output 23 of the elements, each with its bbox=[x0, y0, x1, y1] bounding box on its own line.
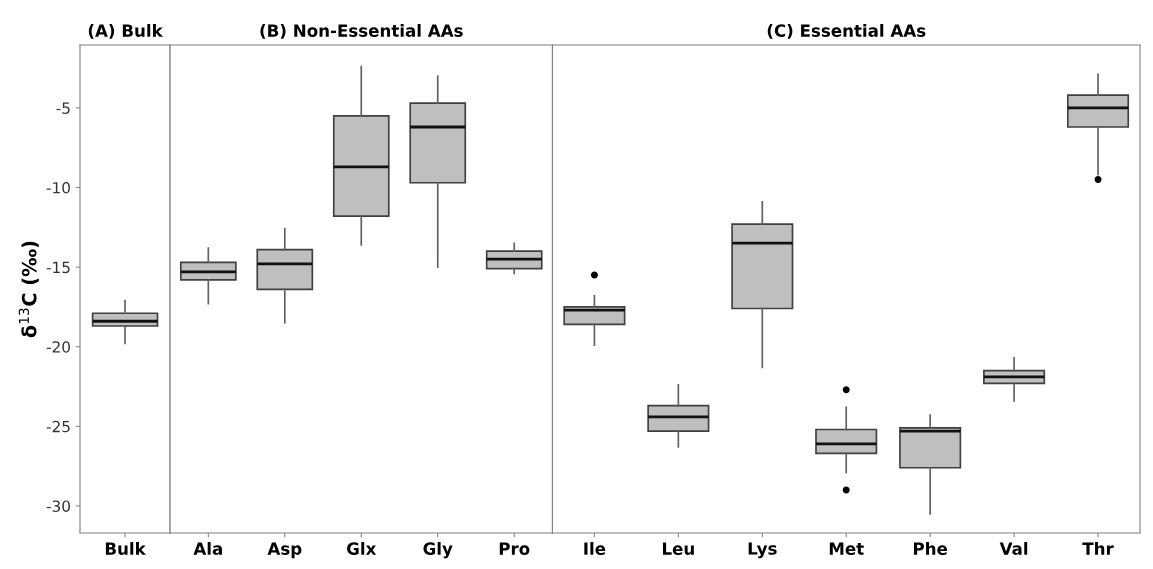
x-tick-label: Glx bbox=[347, 542, 377, 555]
x-tick-label: Lys bbox=[748, 542, 777, 559]
y-axis-title: δ$^{13}$C (‰) bbox=[18, 241, 39, 338]
y-tick-label: -25 bbox=[46, 420, 70, 433]
x-tick-label: Ala bbox=[193, 542, 222, 555]
x-tick-label: Thr bbox=[1082, 542, 1114, 555]
y-tick-label: -5 bbox=[56, 102, 70, 114]
x-tick-label: Phe bbox=[914, 542, 948, 555]
x-tick-label: Met bbox=[829, 542, 864, 555]
x-tick-label: Val bbox=[999, 542, 1028, 555]
y-tick-label: -15 bbox=[46, 261, 70, 274]
chart-title: (C) Essential AAs bbox=[767, 24, 926, 39]
chart-title: (B) Non-Essential AAs bbox=[260, 24, 463, 39]
x-tick-label: Gly bbox=[423, 542, 453, 559]
x-tick-label: Bulk bbox=[105, 542, 147, 555]
y-tick-label: -30 bbox=[46, 500, 70, 512]
y-tick-label: -20 bbox=[46, 341, 70, 353]
x-tick-label: Leu bbox=[662, 542, 694, 555]
chart-title: (A) Bulk bbox=[88, 24, 164, 39]
x-tick-label: Ile bbox=[584, 542, 606, 555]
x-tick-label: Pro bbox=[499, 542, 530, 555]
y-tick-label: -10 bbox=[46, 181, 70, 194]
x-tick-label: Asp bbox=[267, 542, 302, 559]
